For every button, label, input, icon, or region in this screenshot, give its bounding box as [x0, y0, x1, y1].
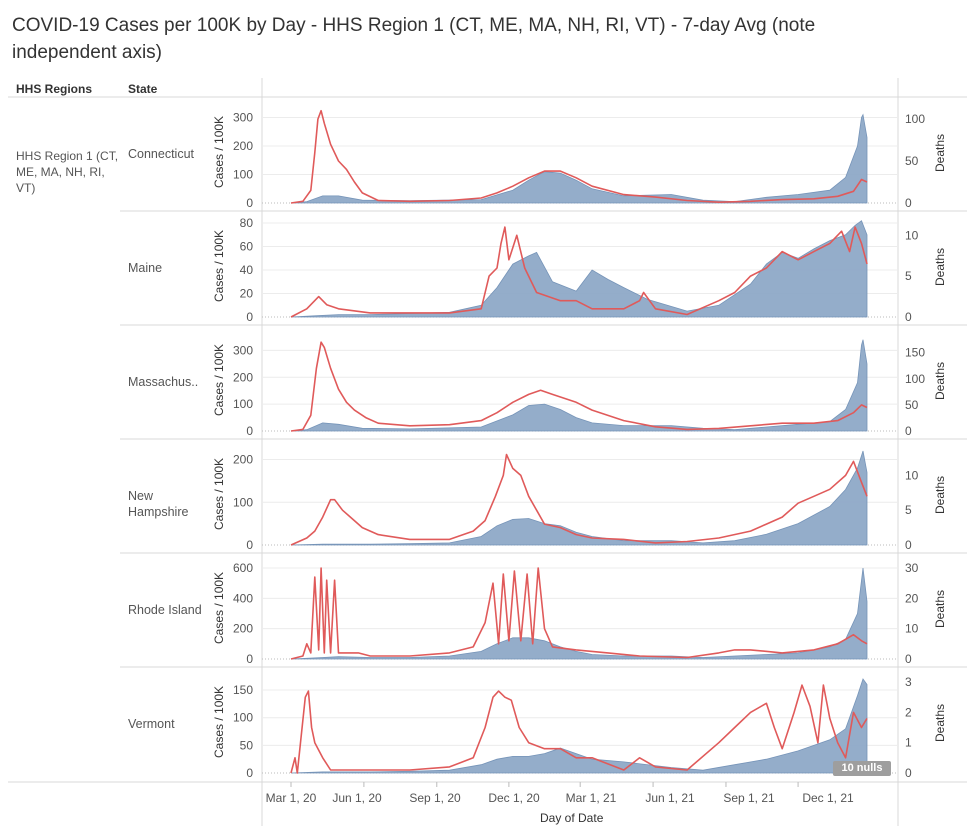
y2-tick-label: 10: [905, 468, 919, 482]
header-hhs-regions[interactable]: HHS Regions: [16, 82, 93, 96]
y-tick-label: 100: [233, 711, 253, 725]
y-axis-title-deaths: Deaths: [933, 475, 947, 515]
cases-area: [290, 567, 868, 660]
cases-area: [290, 678, 868, 774]
deaths-line: [290, 453, 868, 546]
x-tick-label: Sep 1, 20: [409, 791, 461, 805]
y-tick-label: 100: [233, 495, 253, 509]
y-tick-label: 600: [233, 561, 253, 575]
y2-tick-label: 50: [905, 398, 919, 412]
y-axis-title-deaths: Deaths: [933, 247, 947, 287]
y-axis-title-cases: Cases / 100K: [212, 457, 226, 530]
y-tick-label: 0: [246, 538, 253, 552]
deaths-line: [290, 567, 868, 660]
state-label-connecticut: Connecticut: [128, 147, 195, 161]
y2-tick-label: 50: [905, 154, 919, 168]
y-tick-label: 0: [246, 766, 253, 780]
y-tick-label: 200: [233, 453, 253, 467]
deaths-line: [290, 341, 868, 432]
y-tick-label: 20: [240, 287, 254, 301]
y-axis-title-cases: Cases / 100K: [212, 115, 226, 188]
y-axis-title-deaths: Deaths: [933, 361, 947, 401]
y-tick-label: 0: [246, 424, 253, 438]
y2-tick-label: 0: [905, 424, 912, 438]
y2-tick-label: 100: [905, 112, 925, 126]
y2-tick-label: 1: [905, 736, 912, 750]
y-tick-label: 60: [240, 240, 254, 254]
deaths-line: [290, 684, 868, 774]
y-tick-label: 0: [246, 310, 253, 324]
y-tick-label: 0: [246, 196, 253, 210]
y-tick-label: 300: [233, 111, 253, 125]
x-tick-label: Mar 1, 20: [265, 791, 317, 805]
y2-tick-label: 0: [905, 310, 912, 324]
y2-tick-label: 20: [905, 591, 919, 605]
y2-tick-label: 10: [905, 622, 919, 636]
deaths-line: [290, 109, 868, 204]
state-label-maine: Maine: [128, 261, 163, 275]
x-tick-label: Jun 1, 20: [332, 791, 382, 805]
cases-area: [290, 450, 868, 546]
x-tick-label: Sep 1, 21: [723, 791, 775, 805]
deaths-line: [290, 226, 868, 318]
y-axis-title-deaths: Deaths: [933, 703, 947, 743]
y-tick-label: 300: [233, 343, 253, 357]
x-tick-label: Dec 1, 21: [802, 791, 854, 805]
y2-tick-label: 0: [905, 196, 912, 210]
y2-tick-label: 150: [905, 346, 925, 360]
y-axis-title-cases: Cases / 100K: [212, 571, 226, 644]
page-title: COVID-19 Cases per 100K by Day - HHS Reg…: [12, 15, 816, 63]
y-axis-title-deaths: Deaths: [933, 589, 947, 629]
cases-area: [290, 339, 868, 432]
state-label-vermont: Vermont: [128, 717, 175, 731]
y2-tick-label: 0: [905, 652, 912, 666]
state-label-rhode-island: Rhode Island: [128, 603, 202, 617]
y-axis-title-cases: Cases / 100K: [212, 229, 226, 302]
nulls-indicator[interactable]: 10 nulls: [833, 761, 891, 776]
header-state[interactable]: State: [128, 82, 158, 96]
y-tick-label: 50: [240, 738, 254, 752]
y-tick-label: 40: [240, 263, 254, 277]
cases-area: [290, 113, 868, 204]
y-axis-title-deaths: Deaths: [933, 133, 947, 173]
x-tick-label: Jun 1, 21: [645, 791, 695, 805]
x-axis-title: Day of Date: [540, 811, 604, 825]
y-tick-label: 200: [233, 622, 253, 636]
y-tick-label: 0: [246, 652, 253, 666]
y2-tick-label: 3: [905, 675, 912, 689]
y-tick-label: 150: [233, 683, 253, 697]
y2-tick-label: 0: [905, 538, 912, 552]
y-axis-title-cases: Cases / 100K: [212, 685, 226, 758]
y2-tick-label: 5: [905, 269, 912, 283]
y2-tick-label: 10: [905, 228, 919, 242]
y2-tick-label: 2: [905, 705, 912, 719]
y-tick-label: 100: [233, 168, 253, 182]
y2-tick-label: 5: [905, 503, 912, 517]
y2-tick-label: 30: [905, 561, 919, 575]
x-tick-label: Mar 1, 21: [565, 791, 617, 805]
y-tick-label: 80: [240, 216, 254, 230]
y2-tick-label: 100: [905, 372, 925, 386]
y-tick-label: 400: [233, 591, 253, 605]
y-tick-label: 100: [233, 397, 253, 411]
y2-tick-label: 0: [905, 766, 912, 780]
y-tick-label: 200: [233, 139, 253, 153]
state-label-new-hampshire: New Hampshire: [128, 489, 189, 519]
y-tick-label: 200: [233, 370, 253, 384]
y-axis-title-cases: Cases / 100K: [212, 343, 226, 416]
region-label: HHS Region 1 (CT, ME, MA, NH, RI, VT): [16, 149, 119, 195]
x-tick-label: Dec 1, 20: [488, 791, 540, 805]
state-label-massachusetts: Massachus..: [128, 375, 199, 389]
